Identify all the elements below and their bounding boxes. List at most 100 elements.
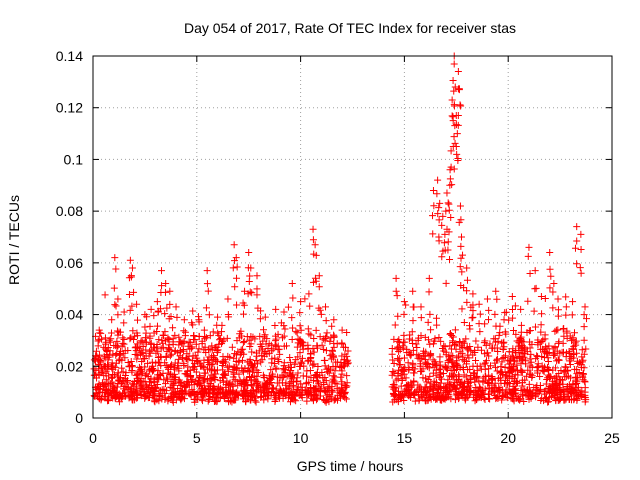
data-point	[465, 354, 473, 362]
data-point	[553, 372, 561, 380]
data-point	[581, 303, 589, 311]
data-point	[449, 76, 457, 84]
data-point	[309, 225, 317, 233]
data-point	[460, 339, 468, 347]
data-point	[133, 355, 141, 363]
data-point	[298, 388, 306, 396]
data-point	[95, 326, 103, 334]
data-point	[216, 336, 224, 344]
data-point	[554, 306, 562, 314]
data-point	[102, 386, 110, 394]
data-point	[409, 346, 417, 354]
data-point	[105, 397, 113, 405]
data-point	[549, 366, 557, 374]
data-point	[242, 377, 250, 385]
data-point	[205, 353, 213, 361]
data-point	[460, 357, 468, 365]
data-point	[453, 130, 461, 138]
data-point	[422, 384, 430, 392]
data-point	[189, 307, 197, 315]
data-point	[100, 352, 108, 360]
data-point	[421, 396, 429, 404]
data-point	[153, 327, 161, 335]
data-point	[524, 252, 532, 260]
data-point	[409, 359, 417, 367]
data-point	[556, 385, 564, 393]
data-point	[550, 382, 558, 390]
data-point	[161, 389, 169, 397]
data-point	[236, 379, 244, 387]
data-point	[494, 347, 502, 355]
data-point	[567, 374, 575, 382]
data-point	[341, 360, 349, 368]
data-point	[254, 386, 262, 394]
data-point	[269, 384, 277, 392]
data-point	[273, 373, 281, 381]
data-point	[153, 298, 161, 306]
data-point	[262, 392, 270, 400]
data-point	[256, 315, 264, 323]
data-point	[271, 398, 279, 406]
data-point	[542, 380, 550, 388]
data-point	[341, 350, 349, 358]
data-point	[248, 348, 256, 356]
data-point	[516, 342, 524, 350]
data-point	[141, 323, 149, 331]
x-tick-label: 10	[293, 430, 309, 446]
data-point	[577, 269, 585, 277]
data-point	[550, 386, 558, 394]
data-point	[113, 372, 121, 380]
data-point	[488, 373, 496, 381]
data-point	[328, 383, 336, 391]
data-point	[236, 330, 244, 338]
data-point	[246, 272, 254, 280]
data-point	[497, 363, 505, 371]
data-point	[426, 372, 434, 380]
data-point	[124, 383, 132, 391]
data-point	[96, 360, 104, 368]
data-point	[505, 360, 513, 368]
data-point	[173, 313, 181, 321]
data-point	[219, 366, 227, 374]
data-point	[120, 308, 128, 316]
data-point	[202, 334, 210, 342]
data-point	[210, 352, 218, 360]
data-point	[147, 340, 155, 348]
data-point	[456, 263, 464, 271]
data-point	[210, 398, 218, 406]
data-point	[524, 366, 532, 374]
data-point	[293, 389, 301, 397]
data-point	[459, 251, 467, 259]
data-point	[110, 284, 118, 292]
x-axis-label: GPS time / hours	[297, 458, 404, 474]
data-point	[472, 373, 480, 381]
data-point	[230, 354, 238, 362]
data-point	[130, 382, 138, 390]
data-point	[274, 342, 282, 350]
data-point	[90, 371, 98, 379]
data-point	[194, 358, 202, 366]
data-point	[216, 384, 224, 392]
data-point	[159, 343, 167, 351]
data-point	[429, 230, 437, 238]
data-point	[169, 372, 177, 380]
data-point	[427, 385, 435, 393]
data-point	[547, 272, 555, 280]
data-point	[126, 306, 134, 314]
y-tick-label: 0.08	[56, 203, 83, 219]
data-point	[466, 376, 474, 384]
data-point	[118, 364, 126, 372]
data-point	[333, 394, 341, 402]
data-point	[328, 322, 336, 330]
data-point	[469, 370, 477, 378]
data-point	[130, 288, 138, 296]
data-point	[95, 370, 103, 378]
data-point	[485, 352, 493, 360]
data-point	[454, 112, 462, 120]
data-point	[219, 357, 227, 365]
data-point	[243, 333, 251, 341]
data-point	[272, 394, 280, 402]
data-point	[453, 354, 461, 362]
data-point	[568, 311, 576, 319]
data-point	[213, 348, 221, 356]
